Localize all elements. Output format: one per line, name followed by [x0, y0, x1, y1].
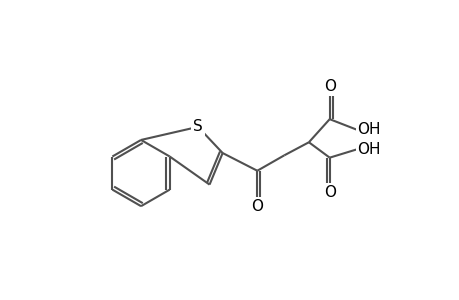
Text: O: O: [251, 199, 263, 214]
Text: OH: OH: [357, 142, 380, 157]
Text: O: O: [323, 79, 335, 94]
Text: S: S: [193, 119, 202, 134]
Text: OH: OH: [357, 122, 380, 137]
Text: O: O: [323, 184, 335, 200]
